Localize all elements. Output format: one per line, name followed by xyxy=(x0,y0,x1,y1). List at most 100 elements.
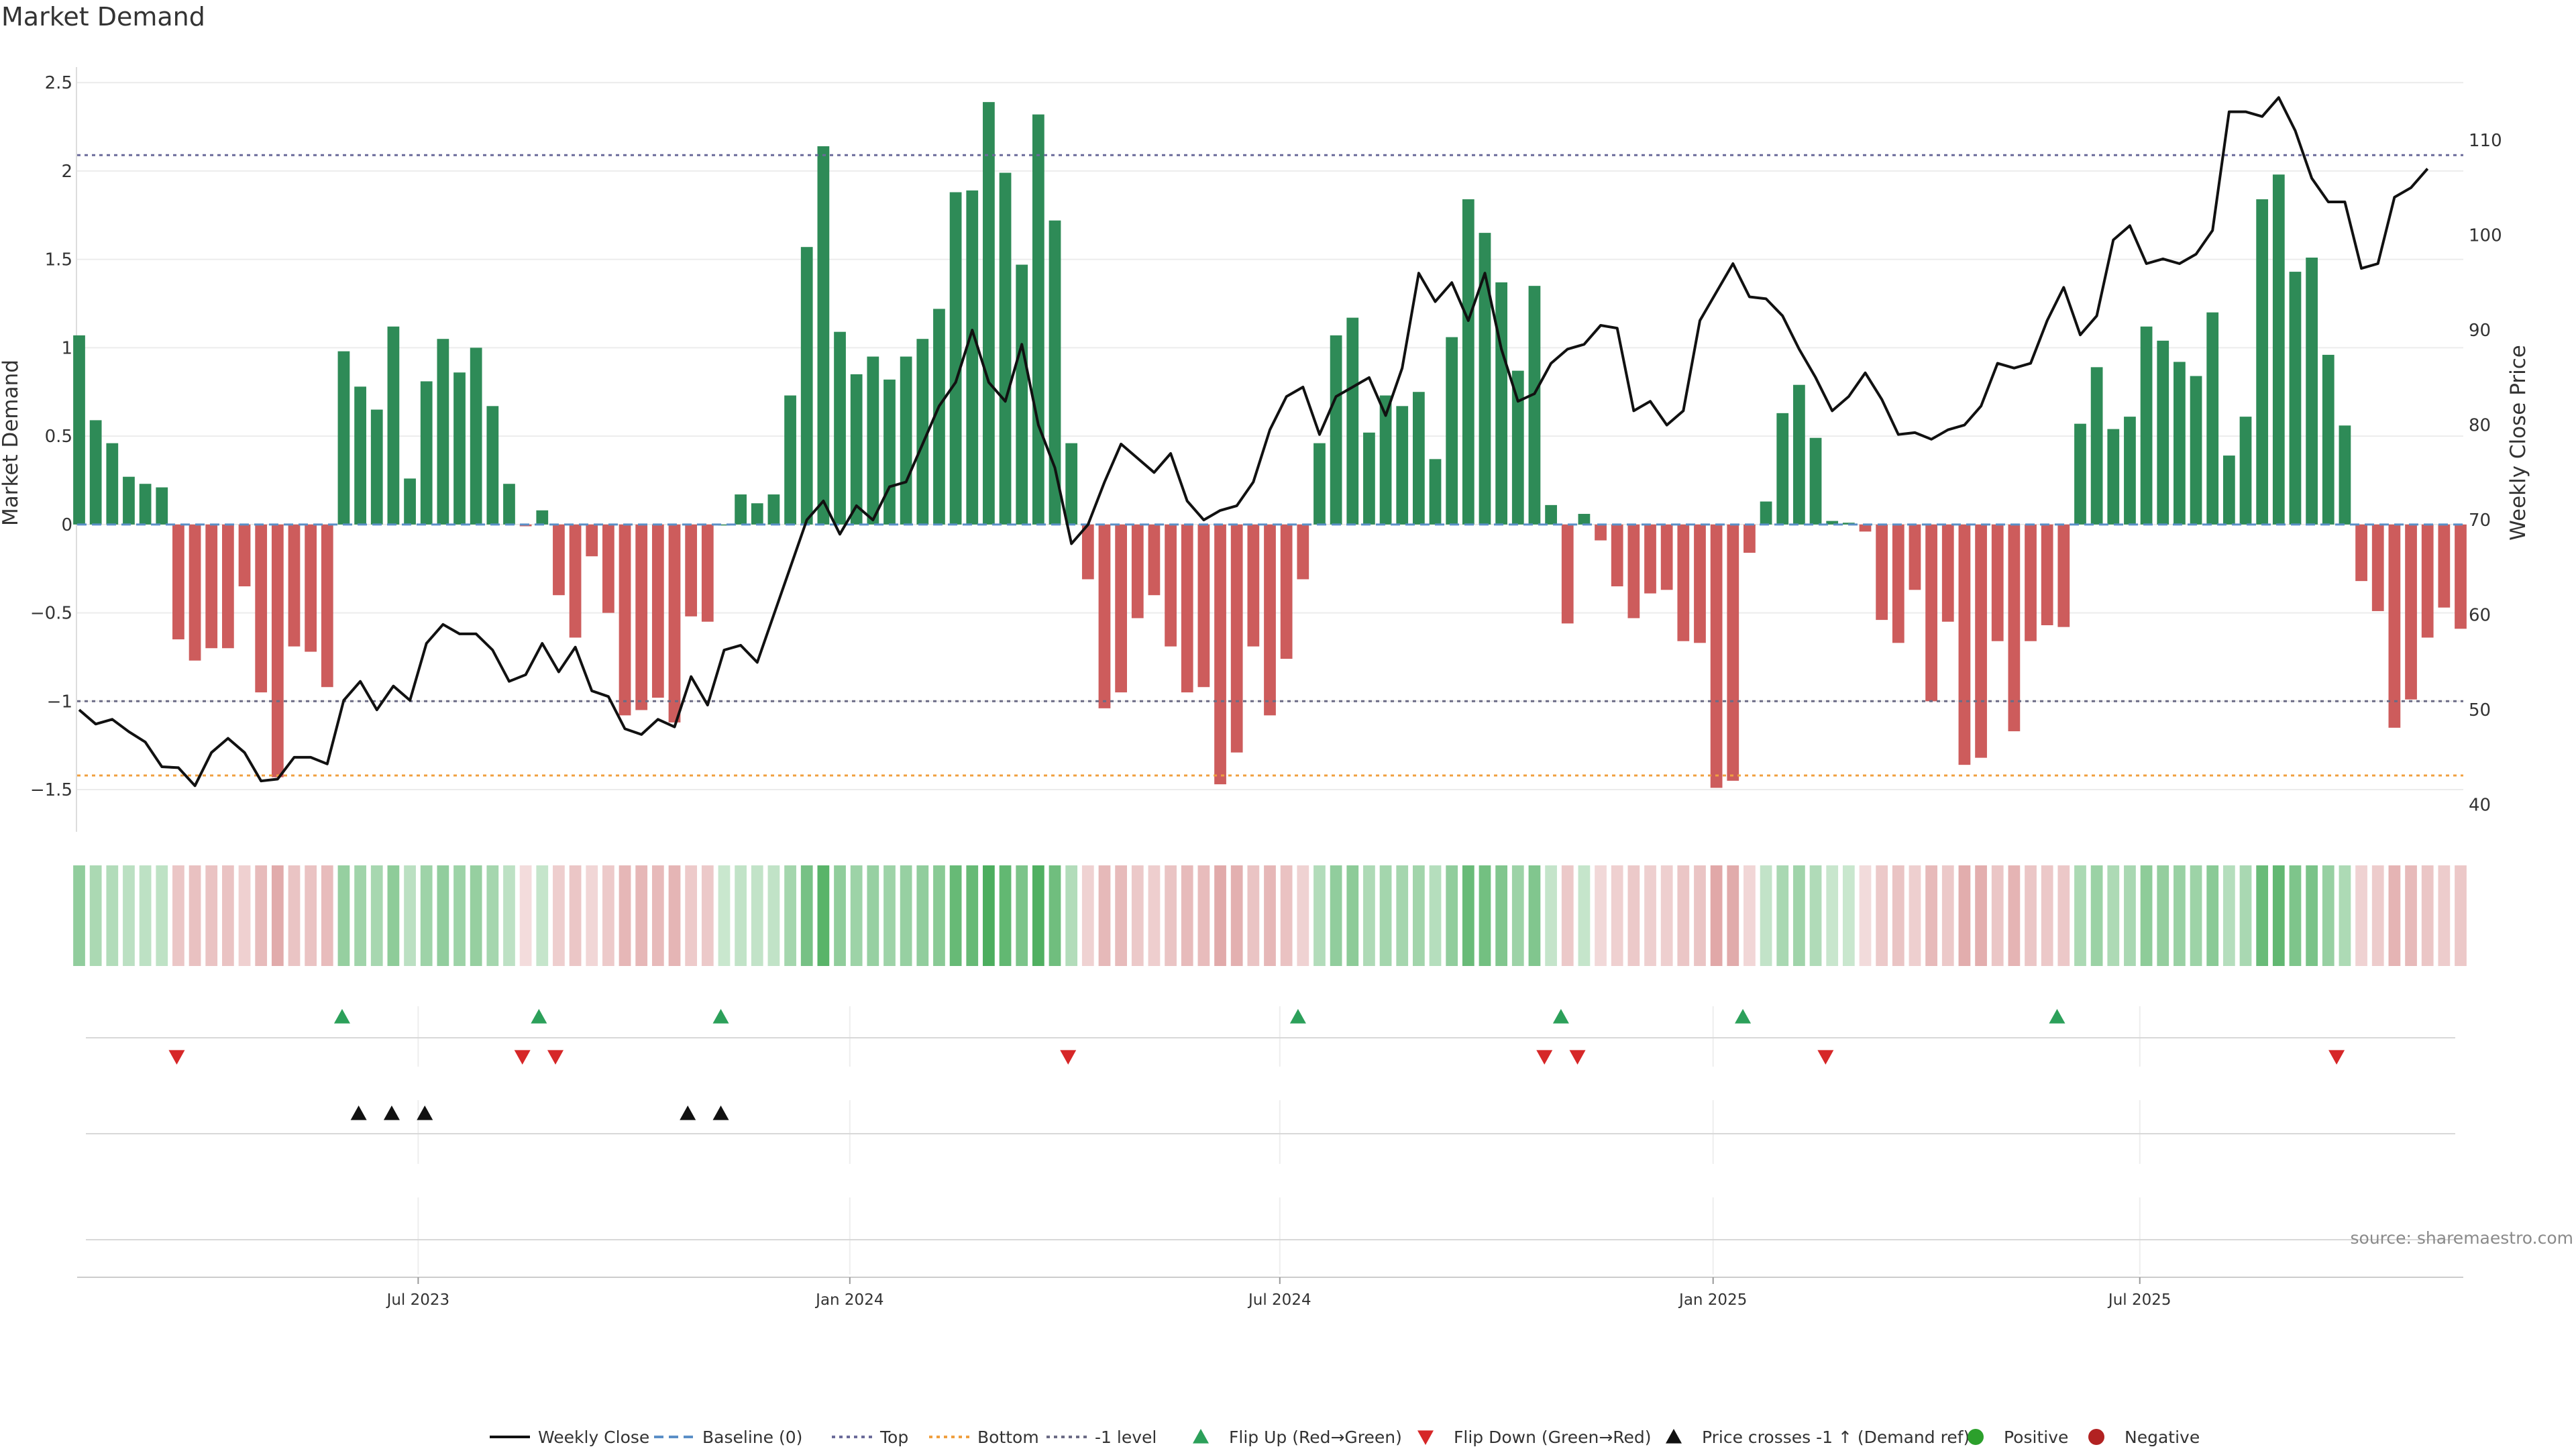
flip-up-marker xyxy=(1735,1009,1752,1024)
demand-bar xyxy=(850,374,863,525)
flip-markers-panel xyxy=(86,1006,2455,1067)
y2-axis-ticks: 110 100 90 80 70 60 50 40 xyxy=(2469,131,2502,816)
heat-cell xyxy=(2090,865,2103,966)
heat-cell xyxy=(1016,865,1028,966)
demand-bar xyxy=(2421,524,2434,638)
demand-bar xyxy=(685,524,698,616)
heat-cell xyxy=(916,865,929,966)
heat-cell xyxy=(2025,865,2037,966)
legend-item: Negative xyxy=(2088,1428,2200,1447)
demand-bar xyxy=(1214,524,1226,785)
y-tick-label: −1 xyxy=(47,692,72,712)
legend: Weekly Close Baseline (0) Top Bottom -1 leve… xyxy=(490,1428,2200,1447)
demand-bar xyxy=(73,335,85,525)
demand-bar xyxy=(1495,282,1508,525)
y-axis-ticks: 2.5 2 1.5 1 0.5 0 −0.5 −1 −1.5 xyxy=(30,73,72,800)
demand-bar xyxy=(404,478,416,525)
heat-cell xyxy=(2405,865,2417,966)
demand-bar xyxy=(288,524,301,647)
heat-cell xyxy=(784,865,796,966)
heat-cell xyxy=(2206,865,2219,966)
heat-cell xyxy=(387,865,400,966)
heat-cell xyxy=(1462,865,1474,966)
source-note: source: sharemaestro.com xyxy=(2351,1228,2574,1248)
demand-bar xyxy=(486,406,499,525)
heat-cell xyxy=(1760,865,1772,966)
heat-cell xyxy=(1346,865,1359,966)
demand-bar xyxy=(1876,524,1888,621)
demand-bar xyxy=(2008,524,2021,732)
y2-tick-label: 70 xyxy=(2469,511,2491,531)
legend-symbol xyxy=(1666,1429,1682,1444)
heat-cell xyxy=(817,865,830,966)
demand-bar xyxy=(1578,514,1591,525)
heat-cell xyxy=(470,865,482,966)
price-cross-marker xyxy=(383,1106,400,1120)
demand-bar xyxy=(1429,459,1442,525)
heat-cell xyxy=(2222,865,2235,966)
heat-cell xyxy=(503,865,515,966)
heat-cell xyxy=(2455,865,2467,966)
legend-item: Positive xyxy=(1968,1428,2068,1447)
heat-cell xyxy=(1991,865,2004,966)
demand-bar xyxy=(2157,340,2169,525)
heat-cell xyxy=(1958,865,1971,966)
heat-cell xyxy=(767,865,780,966)
heat-cell xyxy=(1247,865,1260,966)
heat-cell xyxy=(1677,865,1690,966)
heat-cell xyxy=(255,865,268,966)
demand-bar xyxy=(123,476,135,525)
main-gridlines xyxy=(76,67,2463,832)
demand-bar xyxy=(255,524,268,693)
demand-bar xyxy=(503,484,515,525)
heat-cell xyxy=(271,865,284,966)
demand-bar xyxy=(2074,423,2086,525)
demand-bar xyxy=(1561,524,1574,624)
heat-cell xyxy=(2421,865,2434,966)
demand-bar xyxy=(2041,524,2053,626)
demand-bar xyxy=(1197,524,1210,688)
flip-up-marker xyxy=(1552,1009,1569,1024)
heat-cell xyxy=(189,865,201,966)
heat-cell xyxy=(420,865,433,966)
demand-bar xyxy=(1413,392,1425,525)
heat-cell xyxy=(2339,865,2351,966)
demand-bar xyxy=(305,524,317,652)
price-cross-marker xyxy=(350,1106,367,1120)
flip-up-marker xyxy=(712,1009,729,1024)
heat-cell xyxy=(2306,865,2318,966)
demand-bar xyxy=(1098,524,1111,708)
demand-bar xyxy=(222,524,234,649)
heat-cell xyxy=(1975,865,1987,966)
demand-bar xyxy=(1644,524,1656,594)
demand-bar xyxy=(949,192,962,525)
demand-bar xyxy=(1247,524,1260,647)
demand-bar xyxy=(1396,406,1409,525)
heat-cell xyxy=(1776,865,1789,966)
demand-bar xyxy=(751,503,763,525)
demand-bar xyxy=(1627,524,1640,619)
demand-bar xyxy=(271,524,284,777)
heat-cell xyxy=(2057,865,2070,966)
heat-cell xyxy=(1495,865,1508,966)
heat-cell xyxy=(2272,865,2285,966)
demand-bar xyxy=(2140,326,2153,525)
heat-cell xyxy=(1578,865,1591,966)
demand-bar xyxy=(453,372,466,525)
x-axis: Jul 2023 Jan 2024 Jul 2024 Jan 2025 Jul 2025 xyxy=(77,1277,2463,1309)
heat-cell xyxy=(486,865,499,966)
flip-down-marker xyxy=(2328,1050,2345,1065)
flip-down-marker xyxy=(1817,1050,1834,1065)
legend-label: Negative xyxy=(2125,1428,2200,1447)
heat-cell xyxy=(569,865,582,966)
y-axis-label: Market Demand xyxy=(0,360,23,526)
heat-cell xyxy=(1892,865,1904,966)
heat-cell xyxy=(1313,865,1326,966)
demand-bar xyxy=(2025,524,2037,641)
y-tick-label: 1.5 xyxy=(45,250,72,270)
demand-bar xyxy=(1528,286,1541,525)
heat-cell xyxy=(205,865,218,966)
legend-item: -1 level xyxy=(1046,1428,1157,1447)
demand-heat-strip xyxy=(73,865,2467,966)
y-tick-label: 2 xyxy=(61,162,72,182)
